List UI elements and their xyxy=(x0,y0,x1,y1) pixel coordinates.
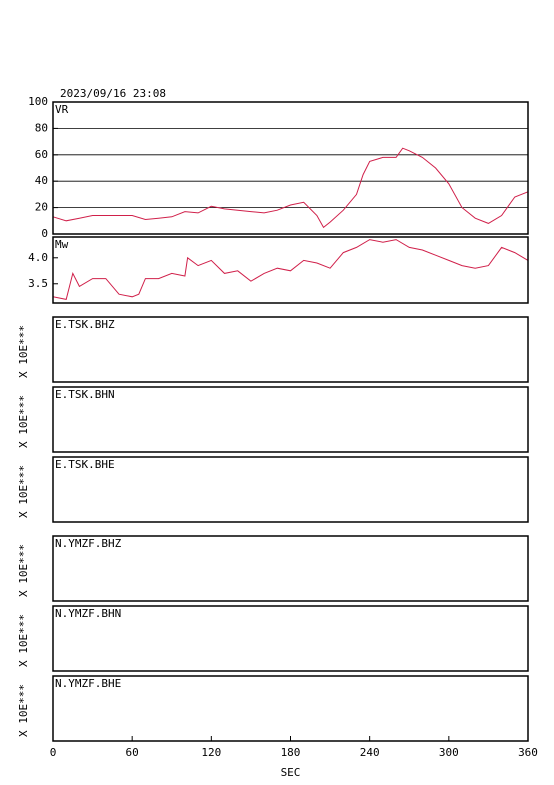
x-tick-label: 60 xyxy=(126,746,139,759)
panel-frame xyxy=(52,386,529,453)
panel-frame xyxy=(52,675,529,742)
x-tick-label: 120 xyxy=(201,746,221,759)
panel-label: N.YMZF.BHN xyxy=(55,607,121,620)
panel-label: E.TSK.BHE xyxy=(55,458,115,471)
panel-frame xyxy=(52,101,529,235)
y-axis-label: X 10E*** xyxy=(17,614,30,667)
panel-frame xyxy=(52,456,529,523)
y-axis-label: X 10E*** xyxy=(17,684,30,737)
y-tick-label: 80 xyxy=(35,121,48,134)
y-axis-label: X 10E*** xyxy=(17,325,30,378)
y-tick-label: 60 xyxy=(35,148,48,161)
panel-label: E.TSK.BHN xyxy=(55,388,115,401)
x-tick-label: 360 xyxy=(518,746,538,759)
panel-frame xyxy=(52,316,529,383)
x-tick-label: 240 xyxy=(360,746,380,759)
data-line xyxy=(52,239,529,300)
panel-label: N.YMZF.BHZ xyxy=(55,537,122,550)
panel-frame xyxy=(52,236,529,304)
panel-frame xyxy=(52,605,529,672)
y-axis-label: X 10E*** xyxy=(17,395,30,448)
data-line xyxy=(52,147,529,229)
panel-label: VR xyxy=(55,103,69,116)
x-tick-label: 300 xyxy=(439,746,459,759)
y-axis-label: X 10E*** xyxy=(17,544,30,597)
x-tick-label: 180 xyxy=(281,746,301,759)
panel-label: E.TSK.BHZ xyxy=(55,318,115,331)
y-tick-label: 0 xyxy=(41,227,48,240)
y-axis-label: X 10E*** xyxy=(17,465,30,518)
y-tick-label: 3.5 xyxy=(28,277,48,290)
chart-title: 2023/09/16 23:08 xyxy=(60,87,166,100)
y-tick-label: 4.0 xyxy=(28,251,48,264)
panel-label: N.YMZF.BHE xyxy=(55,677,121,690)
y-tick-label: 100 xyxy=(28,95,48,108)
x-axis-label: SEC xyxy=(281,766,301,779)
y-tick-label: 20 xyxy=(35,201,48,214)
panel-frame xyxy=(52,535,529,602)
y-tick-label: 40 xyxy=(35,174,48,187)
x-tick-label: 0 xyxy=(50,746,57,759)
panel-label: Mw xyxy=(55,238,69,251)
